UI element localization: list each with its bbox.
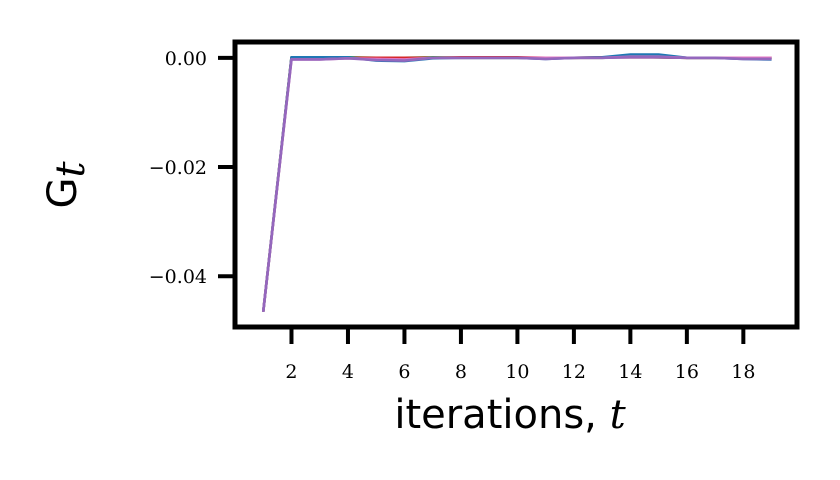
series-layer bbox=[261, 53, 772, 312]
x-tick-label: 16 bbox=[675, 361, 699, 383]
x-axis-label-text: iterations, bbox=[394, 392, 609, 438]
y-tick-label: −0.02 bbox=[149, 157, 207, 179]
y-axis-ticks: 0.00 −0.02 −0.04 bbox=[149, 48, 235, 288]
series-line-1 bbox=[261, 55, 772, 312]
x-tick-label: 4 bbox=[342, 361, 354, 383]
plot-area-frame bbox=[232, 39, 800, 330]
x-axis-label-variable: t bbox=[610, 392, 627, 438]
series-line-2 bbox=[261, 55, 772, 312]
y-tick-label: −0.04 bbox=[149, 266, 207, 288]
y-axis-label: Gt bbox=[40, 161, 94, 209]
x-tick-label: 8 bbox=[455, 361, 467, 383]
x-tick-label: 12 bbox=[562, 361, 586, 383]
series-line-4 bbox=[261, 55, 772, 312]
x-tick-label: 14 bbox=[618, 361, 642, 383]
series-line-5 bbox=[261, 55, 772, 312]
x-tick-label: 6 bbox=[398, 361, 410, 383]
x-tick-label: 2 bbox=[285, 361, 297, 383]
x-tick-label: 18 bbox=[731, 361, 755, 383]
x-axis-ticks: 2 4 6 8 10 12 14 16 18 bbox=[285, 327, 755, 383]
y-axis-label-subscript: t bbox=[48, 161, 94, 178]
y-axis-label-text: G bbox=[40, 178, 86, 209]
series-line-3 bbox=[261, 53, 772, 312]
x-tick-label: 10 bbox=[505, 361, 529, 383]
x-axis-label: iterations, t bbox=[394, 392, 626, 438]
y-tick-label: 0.00 bbox=[165, 48, 207, 70]
